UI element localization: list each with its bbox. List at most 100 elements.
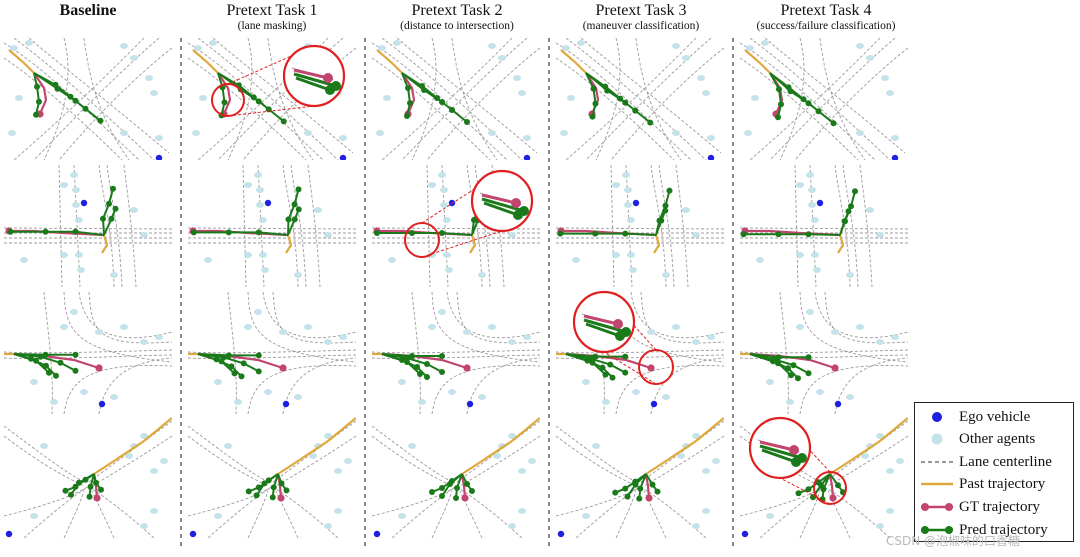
lane-centerline bbox=[227, 292, 237, 414]
other-agent bbox=[125, 453, 133, 459]
lane-centerline bbox=[307, 165, 321, 287]
pred-waypoint bbox=[325, 85, 335, 95]
pred-waypoint bbox=[245, 488, 252, 495]
lane-centerline bbox=[456, 292, 540, 344]
lane-centerline bbox=[372, 354, 540, 359]
pred-trajectory bbox=[295, 76, 331, 92]
other-agent bbox=[746, 45, 754, 51]
zoom-source-circle bbox=[813, 471, 847, 505]
other-agent bbox=[662, 272, 670, 278]
other-agent bbox=[60, 324, 68, 330]
pred-waypoint bbox=[647, 119, 654, 126]
other-agent bbox=[192, 130, 200, 136]
past-line-icon bbox=[921, 482, 953, 486]
lane-centerline bbox=[396, 38, 538, 154]
ego-vehicle bbox=[373, 530, 381, 538]
pred-trajectory bbox=[743, 233, 841, 236]
pred-waypoint bbox=[417, 371, 423, 377]
other-agent bbox=[702, 468, 710, 474]
other-agent bbox=[702, 90, 710, 96]
pred-trajectory bbox=[585, 322, 621, 338]
lane-centerline bbox=[98, 165, 115, 287]
panel-content bbox=[740, 292, 908, 414]
gt-trajectory bbox=[217, 72, 232, 115]
ego-vehicle bbox=[650, 400, 658, 408]
lane-centerline bbox=[615, 490, 637, 538]
other-agent bbox=[155, 334, 163, 340]
lane-centerline bbox=[466, 357, 540, 414]
pred-waypoint bbox=[72, 351, 79, 358]
pred-waypoint bbox=[666, 187, 673, 194]
gt-endpoint bbox=[829, 494, 837, 502]
other-agent bbox=[244, 324, 252, 330]
other-agent bbox=[120, 324, 128, 330]
lane-centerline bbox=[441, 165, 449, 287]
lane-centerline bbox=[610, 165, 615, 287]
lane-centerline bbox=[446, 292, 540, 339]
other-agent bbox=[279, 329, 287, 335]
pred-trajectory bbox=[759, 444, 803, 460]
pred-trajectory bbox=[217, 72, 226, 116]
pred-waypoint bbox=[295, 206, 302, 213]
pred-waypoint bbox=[218, 358, 225, 365]
past-trajectory bbox=[744, 49, 771, 74]
ego-vehicle bbox=[339, 154, 347, 160]
lane-centerline bbox=[740, 425, 821, 483]
pred-waypoint bbox=[775, 360, 781, 367]
panel-r4-c1 bbox=[4, 417, 172, 538]
pred-waypoint bbox=[557, 230, 564, 237]
gt-endpoint bbox=[95, 364, 103, 372]
past-trajectory bbox=[192, 49, 219, 74]
lane-centerline bbox=[106, 165, 123, 287]
pred-trajectory bbox=[101, 188, 114, 236]
pred-waypoint bbox=[240, 360, 247, 367]
lane-centerline bbox=[275, 435, 356, 487]
lane-centerline bbox=[188, 57, 307, 160]
other-agent bbox=[130, 55, 138, 61]
pred-waypoint bbox=[815, 108, 822, 115]
other-agent bbox=[259, 217, 267, 223]
other-agent bbox=[592, 443, 600, 449]
other-agent bbox=[846, 272, 854, 278]
other-agent bbox=[378, 45, 386, 51]
lane-centerline bbox=[23, 487, 87, 538]
pred-waypoint bbox=[72, 97, 79, 104]
other-agent bbox=[199, 95, 207, 101]
gt-endpoint bbox=[511, 198, 521, 208]
other-agent bbox=[445, 267, 453, 273]
past-trajectory bbox=[829, 417, 908, 475]
pred-trajectory bbox=[293, 72, 337, 88]
pred-waypoint bbox=[612, 489, 619, 496]
ego-vehicle bbox=[264, 199, 272, 207]
lane-centerline bbox=[769, 38, 896, 160]
lane-centerline bbox=[188, 425, 269, 483]
pred-trajectory bbox=[33, 72, 77, 102]
other-agent bbox=[756, 257, 764, 263]
other-agent bbox=[582, 379, 590, 385]
pred-waypoint bbox=[453, 495, 459, 501]
ego-vehicle bbox=[189, 530, 197, 538]
lane-centerline bbox=[98, 357, 172, 414]
other-agent bbox=[508, 433, 516, 439]
gt-trajectory bbox=[828, 473, 835, 499]
legend-item-past: Past trajectory bbox=[915, 474, 1073, 494]
other-agent bbox=[438, 309, 446, 315]
other-agent bbox=[886, 508, 894, 514]
zoom-connector bbox=[227, 105, 315, 117]
pred-waypoint bbox=[108, 215, 115, 222]
other-agent bbox=[120, 43, 128, 49]
other-agent bbox=[567, 95, 575, 101]
pred-waypoint bbox=[33, 111, 39, 118]
other-agent bbox=[796, 182, 804, 188]
ego-vehicle bbox=[741, 530, 749, 538]
other-agent bbox=[334, 508, 342, 514]
lane-centerline bbox=[58, 47, 172, 160]
pred-waypoint bbox=[404, 113, 410, 119]
other-agent bbox=[612, 252, 620, 258]
lane-centerline bbox=[391, 487, 455, 538]
pred-waypoint bbox=[57, 359, 64, 366]
ego-vehicle bbox=[5, 530, 13, 538]
other-agent bbox=[632, 389, 640, 395]
pred-waypoint bbox=[513, 210, 523, 220]
other-agent bbox=[75, 252, 83, 258]
